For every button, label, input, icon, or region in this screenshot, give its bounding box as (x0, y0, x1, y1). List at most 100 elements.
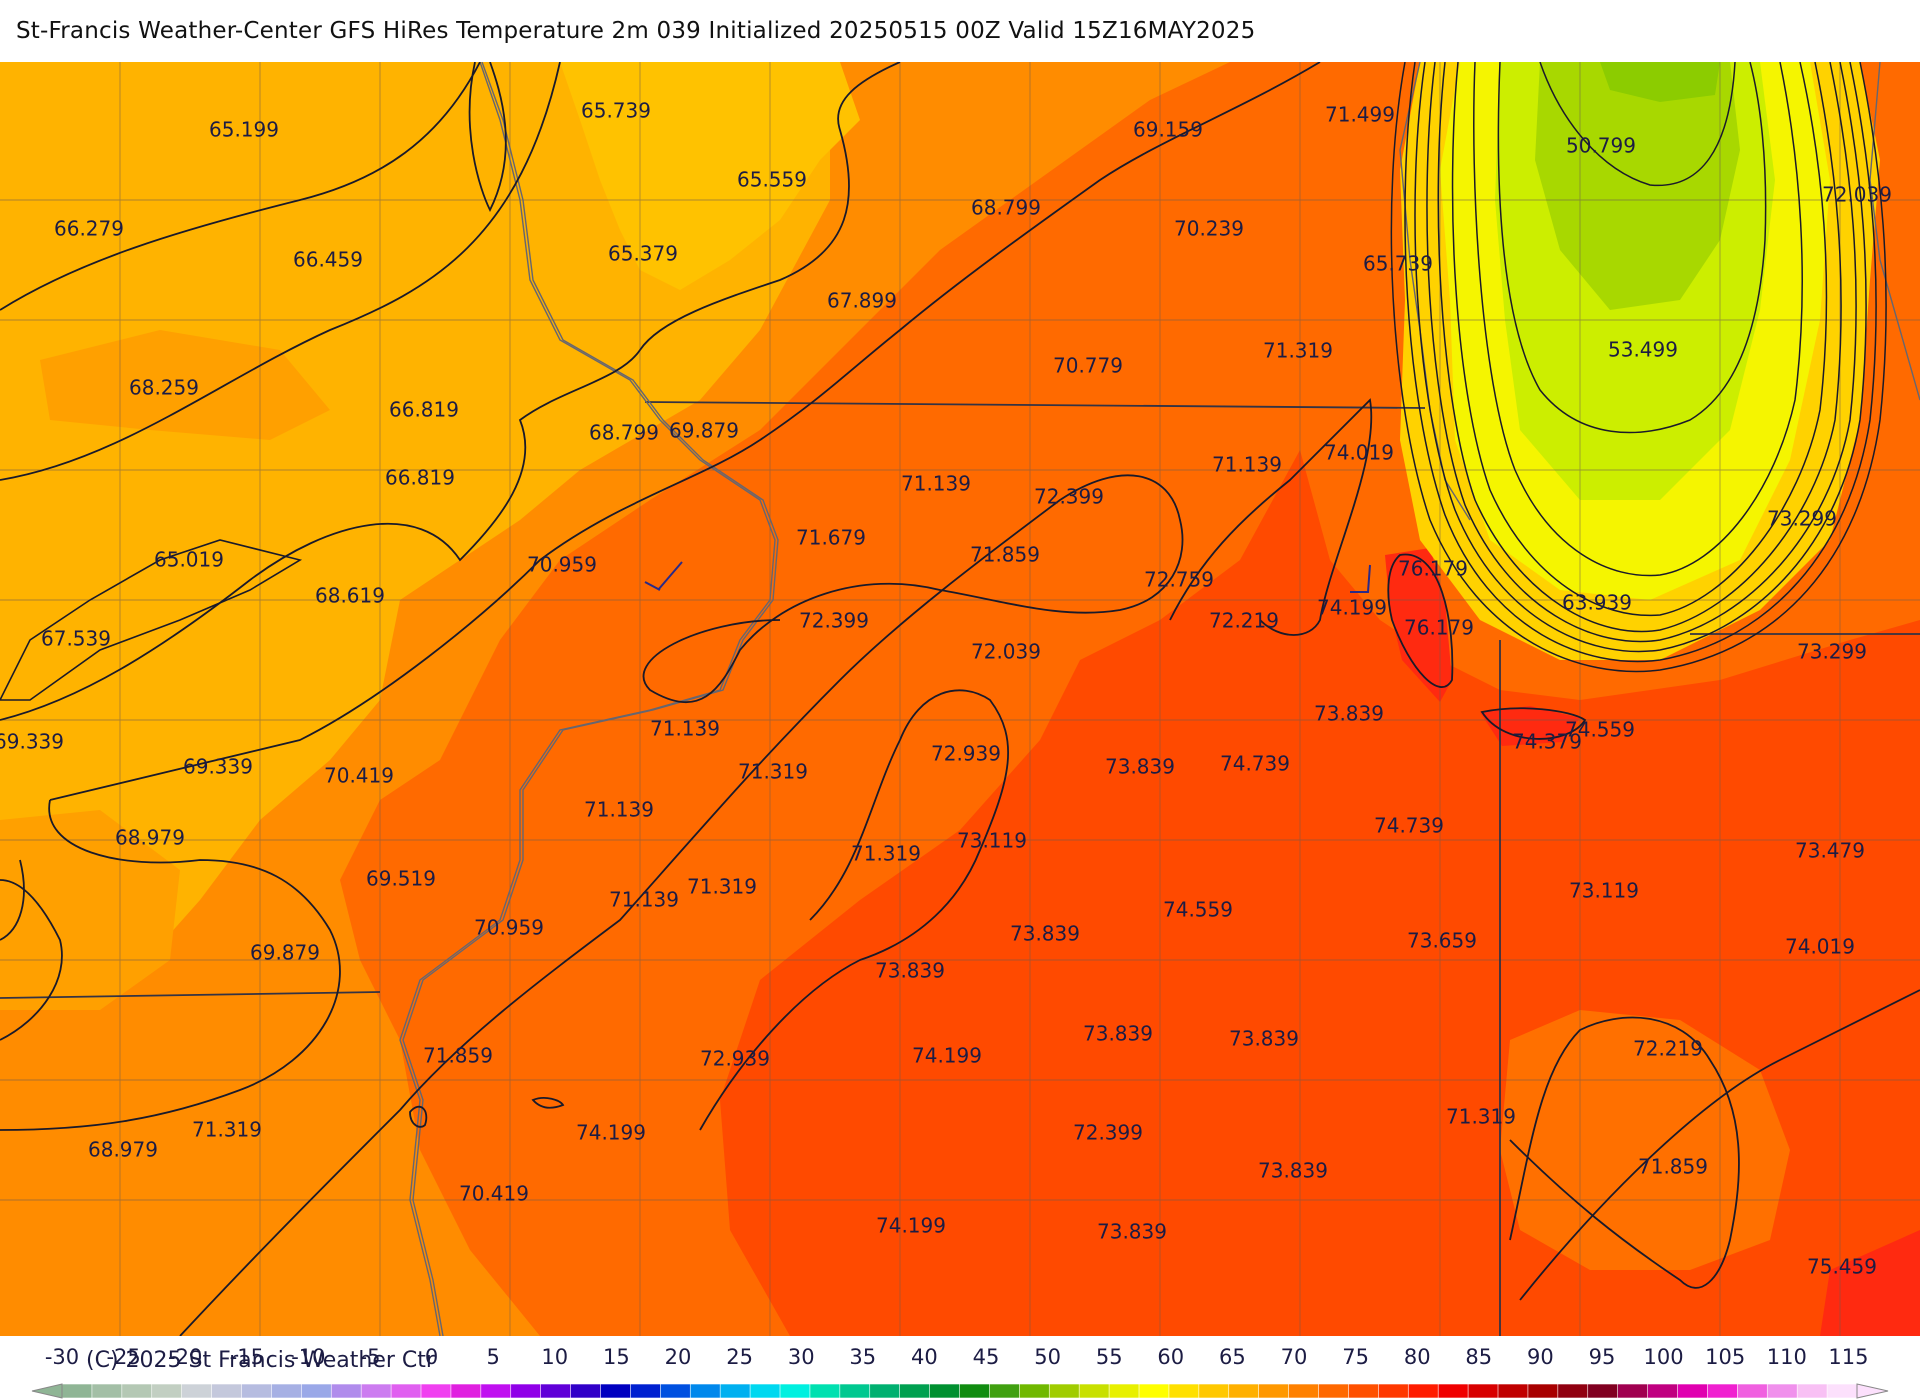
colorbar-tick-label: 60 (1157, 1345, 1184, 1369)
colorbar-tick-label: 70 (1281, 1345, 1308, 1369)
colorbar-tick-label: 105 (1705, 1345, 1745, 1369)
temp-label: 72.399 (1073, 1121, 1143, 1145)
colorbar-segment (1467, 1383, 1499, 1399)
colorbar-segment (959, 1383, 991, 1399)
colorbar: -30 -25 -20 -15 -10 -5 0 5 10 15 20 25 30 35 40 45 50 55 6… (31, 1345, 1889, 1399)
temp-label: 71.679 (796, 526, 866, 550)
colorbar-segment (1168, 1383, 1200, 1399)
colorbar-segment (630, 1383, 662, 1399)
temp-label: 68.979 (115, 826, 185, 850)
temp-label: 74.019 (1785, 935, 1855, 959)
colorbar-tick-label: -5 (360, 1345, 381, 1369)
colorbar-segment (689, 1383, 722, 1399)
colorbar-tick-label: -15 (230, 1345, 264, 1369)
temp-pocket-hot-2 (1480, 706, 1580, 746)
temp-label: 67.539 (41, 627, 111, 651)
colorbar-segment (779, 1383, 811, 1399)
colorbar-segment (211, 1383, 243, 1399)
colorbar-tick-label: 45 (973, 1345, 1000, 1369)
temp-label: 69.339 (183, 755, 253, 779)
colorbar-segment (929, 1383, 961, 1399)
colorbar-tick-label: -10 (291, 1345, 325, 1369)
temp-pocket-hot-1 (1385, 548, 1452, 702)
colorbar-segment (1737, 1383, 1769, 1399)
temp-label: 74.379 (1512, 730, 1582, 754)
colorbar-segment (91, 1383, 123, 1399)
temp-label: 65.379 (608, 242, 678, 266)
colorbar-segment (121, 1383, 153, 1399)
cold-dome-contours (1390, 62, 1887, 673)
colorbar-segment (1048, 1383, 1081, 1399)
temp-pocket-warm-west (40, 330, 330, 440)
temp-label: 74.199 (576, 1121, 646, 1145)
temp-dome-dark-green (1600, 62, 1720, 102)
colorbar-segment (1557, 1383, 1589, 1399)
colorbar-segment (480, 1383, 512, 1399)
colorbar-segment (1019, 1383, 1051, 1399)
temp-label: 65.739 (1363, 252, 1433, 276)
colorbar-segment (420, 1383, 452, 1399)
temp-label: 67.899 (827, 289, 897, 313)
temp-label: 73.839 (1229, 1027, 1299, 1051)
temp-label: 73.479 (1795, 839, 1865, 863)
temp-label: 72.219 (1633, 1037, 1703, 1061)
colorbar-tick-label: 20 (665, 1345, 692, 1369)
colorbar-segment (1587, 1383, 1619, 1399)
temp-label: 72.939 (700, 1047, 770, 1071)
colorbar-segment (1378, 1383, 1410, 1399)
temperature-labels: 65.199 65.739 69.159 71.499 50.799 72.039 66.2… (0, 99, 1892, 1279)
temp-label: 68.259 (129, 376, 199, 400)
temp-label: 69.519 (366, 867, 436, 891)
temp-label: 69.879 (669, 419, 739, 443)
temp-label: 76.179 (1404, 616, 1474, 640)
temp-label: 74.739 (1220, 752, 1290, 776)
colorbar-max-arrow (1856, 1383, 1889, 1399)
colorbar-segment (1108, 1383, 1140, 1399)
temp-label: 73.839 (1097, 1220, 1167, 1244)
colorbar-segment (450, 1383, 482, 1399)
colorbar-segment (1348, 1383, 1380, 1399)
temp-label: 63.939 (1562, 591, 1632, 615)
temp-label: 73.839 (1314, 702, 1384, 726)
temp-label: 74.559 (1565, 718, 1635, 742)
temp-label: 70.959 (474, 916, 544, 940)
temp-label: 71.859 (970, 543, 1040, 567)
colorbar-segment (271, 1383, 303, 1399)
temp-label: 70.239 (1174, 217, 1244, 241)
temp-label: 75.459 (1807, 1255, 1877, 1279)
temp-label: 74.199 (912, 1044, 982, 1068)
temp-pocket-cool-se (1500, 1010, 1790, 1270)
temp-label: 65.199 (209, 118, 279, 142)
temp-label: 71.859 (1638, 1155, 1708, 1179)
temp-label: 74.199 (1317, 596, 1387, 620)
colorbar-tick-label: -30 (45, 1345, 79, 1369)
colorbar-segment (1318, 1383, 1350, 1399)
temp-label: 71.499 (1325, 103, 1395, 127)
temp-label: 72.039 (971, 640, 1041, 664)
temp-label: 73.299 (1767, 507, 1837, 531)
temperature-map[interactable]: 65.199 65.739 69.159 71.499 50.799 72.039 66.2… (0, 62, 1920, 1336)
colorbar-segment (1796, 1383, 1828, 1399)
colorbar-segment (1707, 1383, 1739, 1399)
temp-label: 70.419 (459, 1182, 529, 1206)
colorbar-segment (899, 1383, 931, 1399)
colorbar-tick-label: 95 (1589, 1345, 1616, 1369)
temp-label: 74.739 (1374, 814, 1444, 838)
temp-label: 71.139 (1212, 453, 1282, 477)
colorbar-segment (1228, 1383, 1260, 1399)
temp-label: 71.319 (851, 842, 921, 866)
colorbar-tick-label: 100 (1644, 1345, 1684, 1369)
temp-label: 65.739 (581, 99, 651, 123)
copyright-text: (C) 2025 St Francis Weather Ctr (86, 1348, 435, 1373)
temp-label: 53.499 (1608, 338, 1678, 362)
colorbar-ticks: -30 -25 -20 -15 -10 -5 0 5 10 15 20 25 30 35 40 45 50 55 6… (45, 1345, 1869, 1369)
colorbar-segment (61, 1383, 93, 1399)
colorbar-tick-label: -25 (106, 1345, 140, 1369)
temp-label: 68.799 (589, 421, 659, 445)
temp-label: 68.979 (88, 1138, 158, 1162)
temp-label: 70.419 (324, 764, 394, 788)
temp-label: 71.859 (423, 1044, 493, 1068)
colorbar-tick-label: 25 (726, 1345, 753, 1369)
temp-label: 73.839 (875, 959, 945, 983)
temp-pocket-hot-3 (1820, 1230, 1920, 1336)
